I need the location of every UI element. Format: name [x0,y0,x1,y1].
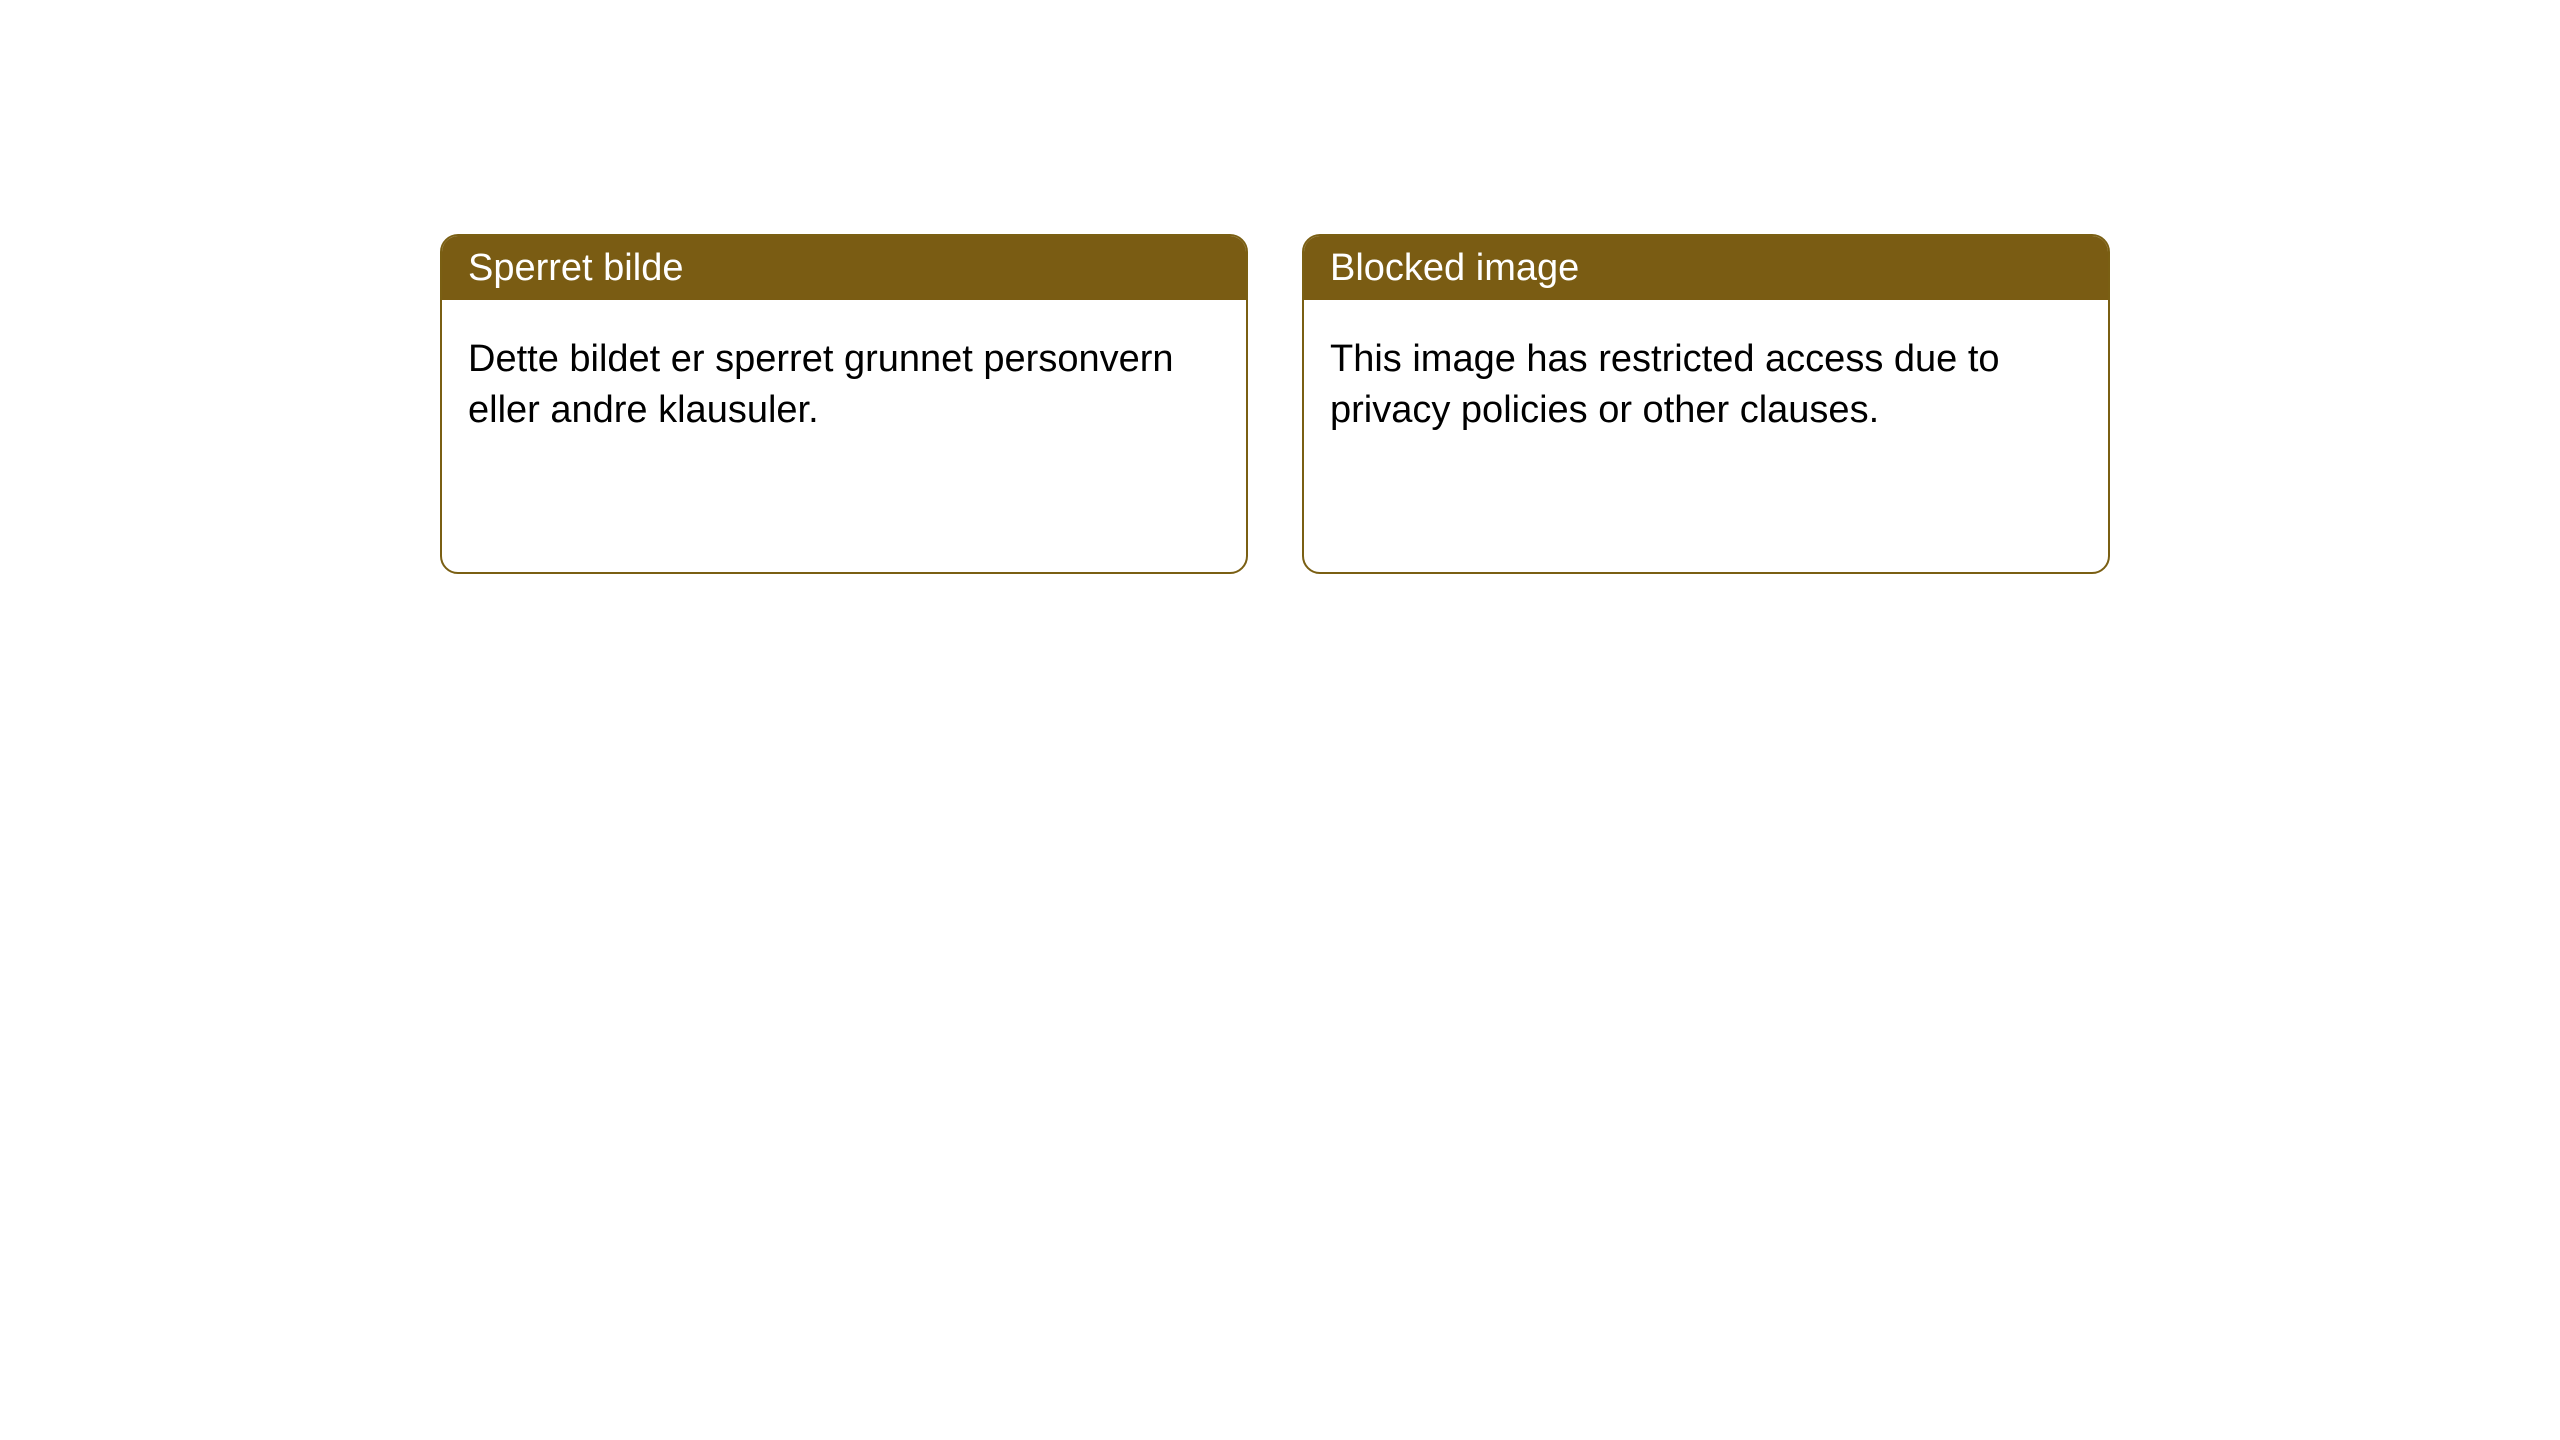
card-header: Sperret bilde [442,236,1246,300]
notice-container: Sperret bilde Dette bildet er sperret gr… [0,0,2560,574]
notice-card-norwegian: Sperret bilde Dette bildet er sperret gr… [440,234,1248,574]
card-title: Sperret bilde [468,247,683,290]
card-body: This image has restricted access due to … [1304,300,2108,471]
notice-card-english: Blocked image This image has restricted … [1302,234,2110,574]
card-header: Blocked image [1304,236,2108,300]
card-body-text: This image has restricted access due to … [1330,338,2000,431]
card-body: Dette bildet er sperret grunnet personve… [442,300,1246,471]
card-body-text: Dette bildet er sperret grunnet personve… [468,338,1174,431]
card-title: Blocked image [1330,247,1579,290]
